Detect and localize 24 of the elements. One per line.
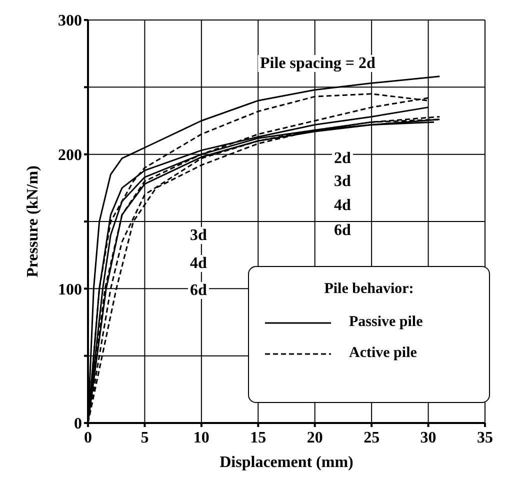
y-tick-label: 100 (58, 281, 82, 298)
y-tick-label: 200 (58, 147, 82, 164)
annotation: 4d (188, 255, 209, 272)
x-tick-label: 20 (306, 429, 323, 446)
x-tick-label: 10 (193, 429, 210, 446)
y-axis-title: Pressure (kN/m) (24, 166, 42, 278)
x-tick-label: 35 (477, 429, 493, 446)
legend-title: Pile behavior: (323, 281, 415, 298)
x-tick-label: 25 (364, 429, 380, 446)
annotation: 2d (332, 150, 353, 167)
annotation: 6d (188, 282, 209, 299)
y-tick-label: 300 (58, 12, 82, 30)
annotation: 4d (332, 197, 353, 214)
x-tick-label: 30 (420, 429, 436, 446)
x-tick-label: 5 (140, 429, 149, 446)
y-tick-label: 0 (74, 416, 82, 433)
x-axis-title: Displacement (mm) (220, 454, 354, 471)
annotation: 3d (188, 227, 209, 244)
legend-label: Passive pile (349, 314, 423, 331)
annotation: 3d (332, 173, 353, 190)
legend-label: Active pile (349, 345, 417, 362)
x-tick-label: 15 (250, 429, 266, 446)
annotation: Pile spacing = 2d (258, 55, 378, 72)
annotation: 6d (332, 222, 353, 239)
